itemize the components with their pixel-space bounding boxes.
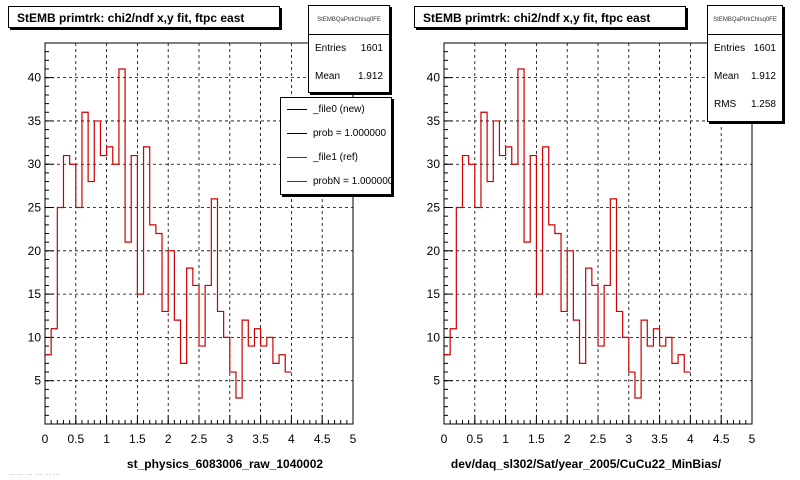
x-tick-label: 5 bbox=[350, 432, 357, 446]
x-tick-label: 1 bbox=[502, 432, 509, 446]
x-tick-label: 3.5 bbox=[252, 432, 269, 446]
legend-entry-file1: _file1 (ref) bbox=[281, 146, 391, 170]
right-rms-label: RMS bbox=[714, 99, 737, 110]
left-entries-value: 1601 bbox=[360, 43, 383, 54]
plot-frame bbox=[443, 42, 753, 425]
x-tick-label: 0 bbox=[42, 432, 49, 446]
right-rms-value: 1.258 bbox=[750, 99, 776, 110]
y-tick-label: 5 bbox=[433, 374, 440, 388]
footer-text: … … … … … … bbox=[8, 470, 60, 477]
y-tick-label: 25 bbox=[427, 201, 441, 215]
legend-line bbox=[287, 157, 307, 158]
left-entries-label: Entries bbox=[315, 43, 347, 54]
right-mean-value: 1.912 bbox=[750, 71, 776, 82]
left-stats-box: StEMBQaPtrkChisq0FE Entries 1601 Mean 1.… bbox=[308, 5, 390, 93]
x-tick-label: 3 bbox=[625, 432, 632, 446]
y-tick-label: 30 bbox=[28, 157, 42, 171]
legend-line bbox=[287, 109, 307, 110]
right-plot-title: StEMB primtrk: chi2/ndf x,y fit, ftpc ea… bbox=[414, 6, 686, 28]
x-tick-label: 2 bbox=[564, 432, 571, 446]
y-tick-label: 20 bbox=[28, 244, 42, 258]
right-stats-rms: RMS 1.258 bbox=[708, 91, 782, 119]
y-tick-label: 25 bbox=[28, 201, 42, 215]
y-tick-label: 10 bbox=[427, 330, 441, 344]
y-tick-label: 20 bbox=[427, 244, 441, 258]
legend-entry-prob: prob = 1.000000 bbox=[281, 122, 391, 146]
legend-entry-file0: _file0 (new) bbox=[281, 98, 391, 122]
y-tick-label: 15 bbox=[28, 287, 42, 301]
y-tick-label: 35 bbox=[427, 114, 441, 128]
right-histogram-plot: 0 0.5 1 1.5 2 2.5 3 3.5 4 4.5 5 5 10 15 20 25 30 35 40 dev/… bbox=[427, 42, 756, 471]
x-tick-label: 4 bbox=[687, 432, 694, 446]
x-axis-label: dev/daq_sl302/Sat/year_2005/CuCu22_MinBi… bbox=[451, 457, 722, 471]
x-tick-label: 1.5 bbox=[528, 432, 545, 446]
right-stats-header: StEMBQaPtrkChisq0FE bbox=[708, 6, 782, 35]
y-tick-label: 10 bbox=[28, 330, 42, 344]
left-plot-title: StEMB primtrk: chi2/ndf x,y fit, ftpc ea… bbox=[8, 6, 280, 28]
y-tick-label: 40 bbox=[28, 71, 42, 85]
y-tick-label: 30 bbox=[427, 157, 441, 171]
left-stats-mean: Mean 1.912 bbox=[309, 63, 389, 91]
left-mean-value: 1.912 bbox=[357, 71, 383, 82]
y-tick-label: 15 bbox=[427, 287, 441, 301]
x-tick-label: 1 bbox=[103, 432, 110, 446]
right-stats-box: StEMBQaPtrkChisq0FE Entries 1601 Mean 1.… bbox=[707, 5, 783, 122]
right-entries-label: Entries bbox=[714, 43, 746, 54]
legend-line bbox=[287, 133, 307, 134]
x-tick-label: 0.5 bbox=[466, 432, 483, 446]
histogram-series-line bbox=[45, 68, 292, 399]
right-stats-mean: Mean 1.912 bbox=[708, 63, 782, 91]
right-entries-value: 1601 bbox=[753, 43, 776, 54]
x-tick-label: 2 bbox=[165, 432, 172, 446]
legend-label: probN = 1.000000 bbox=[313, 176, 392, 187]
x-tick-label: 2.5 bbox=[191, 432, 208, 446]
x-tick-label: 4.5 bbox=[314, 432, 331, 446]
left-mean-label: Mean bbox=[315, 71, 341, 82]
y-tick-label: 35 bbox=[28, 114, 42, 128]
x-axis-label: st_physics_6083006_raw_1040002 bbox=[127, 457, 323, 471]
x-tick-label: 2.5 bbox=[590, 432, 607, 446]
y-tick-label: 5 bbox=[34, 374, 41, 388]
left-stats-entries: Entries 1601 bbox=[309, 35, 389, 63]
x-tick-label: 3 bbox=[226, 432, 233, 446]
histogram-series-line bbox=[444, 68, 691, 399]
x-tick-label: 0 bbox=[441, 432, 448, 446]
x-tick-label: 3.5 bbox=[651, 432, 668, 446]
legend-box: _file0 (new) prob = 1.000000 _file1 (ref… bbox=[280, 97, 392, 195]
right-mean-label: Mean bbox=[714, 71, 740, 82]
legend-line bbox=[287, 181, 307, 182]
legend-label: _file0 (new) bbox=[313, 104, 365, 115]
y-tick-label: 40 bbox=[427, 71, 441, 85]
x-tick-label: 0.5 bbox=[67, 432, 84, 446]
left-stats-header: StEMBQaPtrkChisq0FE bbox=[309, 6, 389, 35]
right-stats-entries: Entries 1601 bbox=[708, 35, 782, 63]
legend-entry-probN: probN = 1.000000 bbox=[281, 170, 391, 194]
legend-label: prob = 1.000000 bbox=[313, 128, 387, 139]
x-tick-label: 4 bbox=[288, 432, 295, 446]
legend-label: _file1 (ref) bbox=[313, 152, 359, 163]
x-tick-label: 4.5 bbox=[713, 432, 730, 446]
x-tick-label: 5 bbox=[749, 432, 756, 446]
x-tick-label: 1.5 bbox=[129, 432, 146, 446]
